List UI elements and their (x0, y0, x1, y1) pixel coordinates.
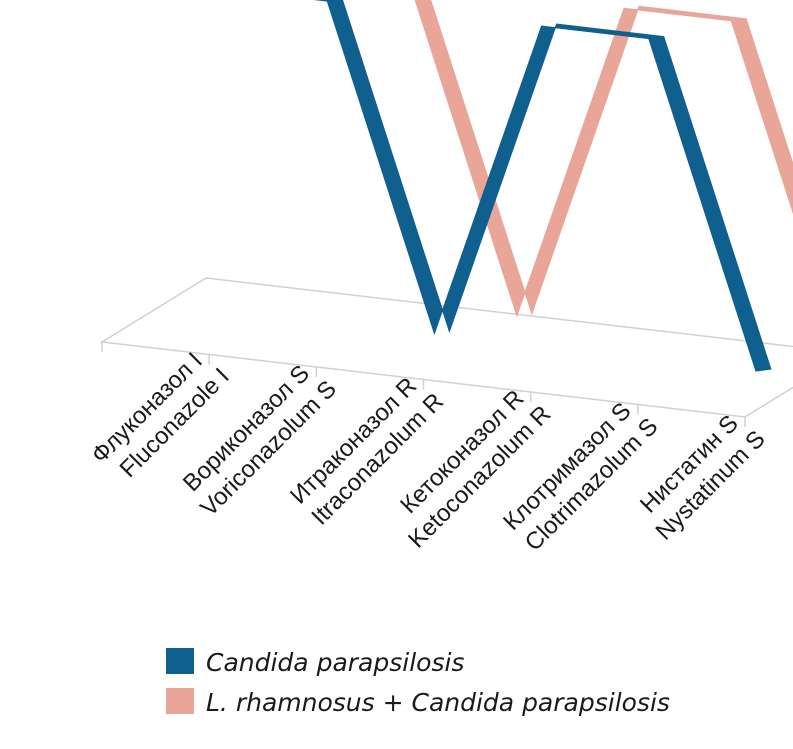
data-point-l-rhamnosus-candida-parapsilosis-2 (523, 314, 525, 316)
chart-floor (99, 277, 793, 427)
data-point-candida-parapsilosis-5 (762, 369, 764, 371)
data-point-l-rhamnosus-candida-parapsilosis-4 (738, 19, 740, 21)
legend-swatch-candida-parapsilosis (166, 648, 194, 674)
data-point-candida-parapsilosis-4 (655, 37, 657, 39)
series-ribbon-l-rhamnosus-candida-parapsilosis (414, 0, 793, 318)
data-point-l-rhamnosus-candida-parapsilosis-3 (631, 6, 633, 8)
data-point-candida-parapsilosis-2 (441, 332, 443, 334)
legend: Candida parapsilosis L. rhamnosus + Cand… (166, 648, 670, 717)
legend-swatch-l-rhamnosus-candida-parapsilosis (166, 688, 194, 714)
data-point-candida-parapsilosis-3 (548, 24, 550, 26)
series-ribbon-candida-parapsilosis (313, 0, 772, 372)
chart-series (313, 0, 793, 372)
legend-label-l-rhamnosus-candida-parapsilosis: L. rhamnosus + Candida parapsilosis (206, 688, 670, 717)
legend-label-candida-parapsilosis: Candida parapsilosis (206, 648, 464, 677)
